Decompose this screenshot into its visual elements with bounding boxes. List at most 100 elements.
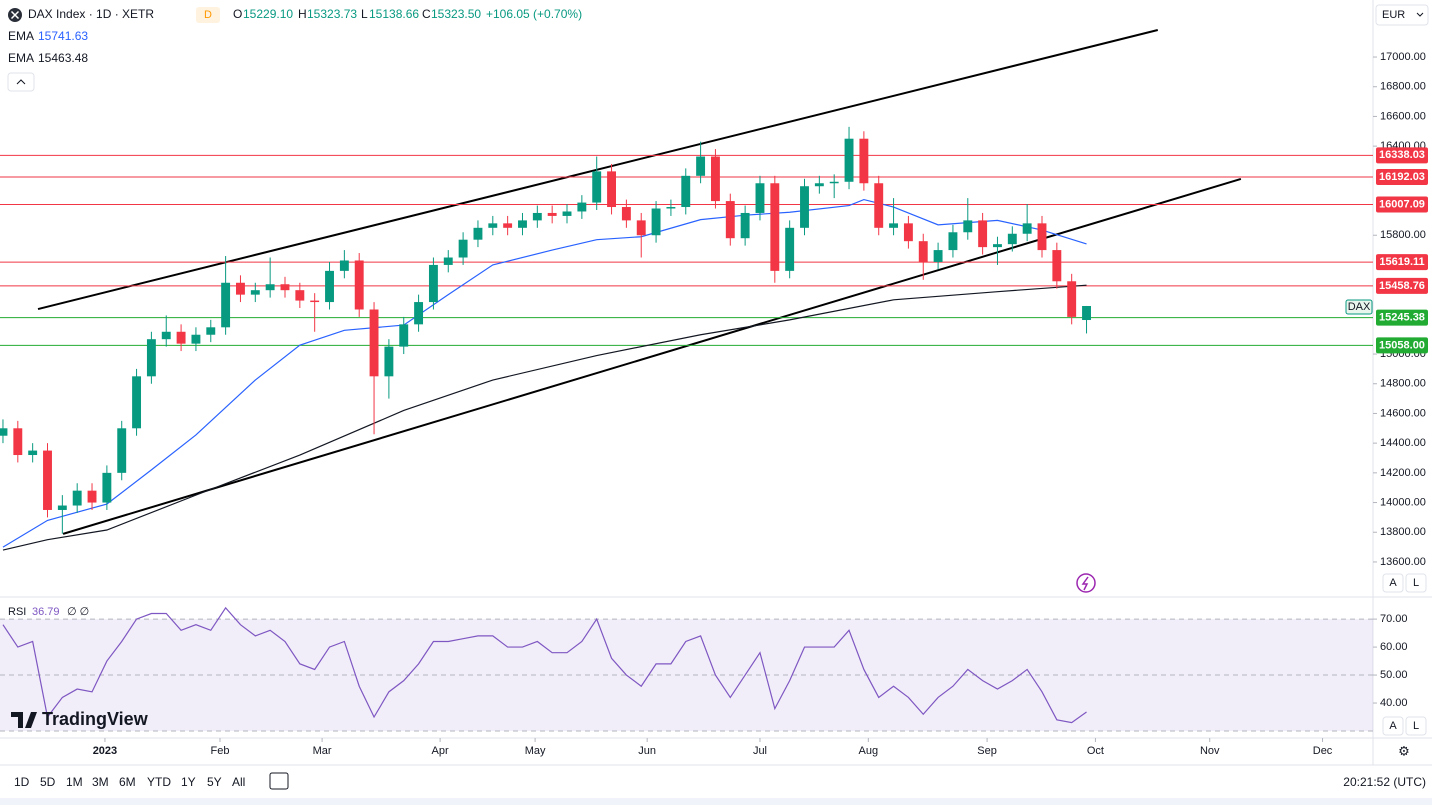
range-button[interactable]: All xyxy=(232,775,245,789)
symbol-title: DAX Index · 1D · XETR xyxy=(28,7,154,21)
candle-body xyxy=(146,339,156,377)
candle-body xyxy=(666,207,676,209)
candle-body xyxy=(1052,250,1062,282)
level-label: 15058.00 xyxy=(1379,339,1425,351)
collapse-button[interactable] xyxy=(7,72,35,92)
candle-body xyxy=(354,260,364,310)
x-tick-label: Apr xyxy=(432,745,449,757)
symbol-tag-label: DAX xyxy=(1348,301,1371,313)
y-tick-label: 14600.00 xyxy=(1380,407,1426,419)
candle-body xyxy=(859,138,869,184)
range-button[interactable]: 6M xyxy=(119,775,136,789)
candle-body xyxy=(978,220,988,248)
candle-body xyxy=(696,156,706,176)
line-series xyxy=(2,284,1087,551)
currency-label: EUR xyxy=(1382,9,1405,21)
range-button[interactable]: 5Y xyxy=(207,775,222,789)
candle-body xyxy=(963,220,973,233)
range-button[interactable]: 1Y xyxy=(181,775,196,789)
ema-legend-value: 15741.63 xyxy=(38,29,88,43)
y-tick-label: 13600.00 xyxy=(1380,556,1426,568)
y-tick-label: 15800.00 xyxy=(1380,229,1426,241)
date-range-icon[interactable] xyxy=(269,772,289,790)
candle-body xyxy=(43,450,52,510)
candle-body xyxy=(117,428,127,473)
y-tick-label: 14000.00 xyxy=(1380,496,1426,508)
log-scale-button[interactable] xyxy=(1405,573,1427,593)
currency-chevron xyxy=(1416,12,1424,17)
ohlc-value: 15138.66 xyxy=(369,7,419,21)
range-button[interactable]: 5D xyxy=(40,775,56,789)
candle-body xyxy=(592,171,602,203)
candle-body xyxy=(310,300,320,303)
candle-body xyxy=(443,257,453,265)
level-label: 16338.03 xyxy=(1379,149,1425,161)
level-tag xyxy=(1376,196,1428,213)
x-tick-label: Nov xyxy=(1200,745,1220,757)
candle-body xyxy=(918,241,928,262)
auto-scale-button[interactable] xyxy=(1382,573,1404,593)
event-icon[interactable] xyxy=(1076,573,1096,593)
level-label: 15245.38 xyxy=(1379,312,1425,324)
settings-icon[interactable]: ⚙ xyxy=(1398,743,1410,758)
candle-body xyxy=(265,284,275,291)
candle-body xyxy=(681,175,691,208)
ema-legend-value: 15463.48 xyxy=(38,51,88,65)
chevron-icon xyxy=(16,79,26,85)
candle-body xyxy=(0,428,8,436)
ohlc-value: 15229.10 xyxy=(243,7,293,21)
x-tick-label: Sep xyxy=(977,745,997,757)
auto-scale-label: A xyxy=(1389,577,1397,589)
candle-body xyxy=(532,212,542,221)
candle-body xyxy=(132,376,142,429)
candle-body xyxy=(325,270,334,303)
candle-body xyxy=(161,331,171,340)
level-tag xyxy=(1376,309,1428,326)
rsi-legend-extra: ∅ ∅ xyxy=(67,606,89,618)
x-tick-label: Feb xyxy=(210,745,229,757)
x-tick-label: Dec xyxy=(1313,745,1333,757)
log-scale-button[interactable] xyxy=(1405,716,1427,736)
candle-body xyxy=(236,282,245,295)
candle-body xyxy=(710,156,720,202)
level-tag xyxy=(1376,169,1428,186)
candle-body xyxy=(102,472,112,503)
candle-body xyxy=(57,505,67,510)
interval-badge xyxy=(196,7,220,23)
candle-body xyxy=(518,220,527,228)
auto-scale-button[interactable] xyxy=(1382,716,1404,736)
price-change: +106.05 (+0.70%) xyxy=(486,7,582,21)
candle-body xyxy=(28,450,38,456)
candle-body xyxy=(250,290,260,295)
interval-label: D xyxy=(204,9,212,21)
candle-body xyxy=(725,201,735,239)
ohlc-key: L xyxy=(361,7,368,21)
x-tick-label: Aug xyxy=(859,745,879,757)
candle-body xyxy=(1082,305,1091,321)
candle-body xyxy=(295,290,305,301)
auto-scale-label: A xyxy=(1389,720,1397,732)
candle-body xyxy=(889,223,899,228)
level-tag xyxy=(1376,337,1428,354)
range-button[interactable]: 3M xyxy=(92,775,109,789)
range-button[interactable]: YTD xyxy=(147,775,171,789)
candle-body xyxy=(191,334,201,344)
candle-body xyxy=(503,223,513,228)
candle-body xyxy=(993,244,1002,248)
candle-body xyxy=(13,428,23,456)
range-button[interactable]: 1M xyxy=(66,775,83,789)
logo-text: TradingView xyxy=(42,709,149,729)
candle-body xyxy=(1067,281,1077,317)
x-tick-label: Mar xyxy=(313,745,332,757)
candle-body xyxy=(1022,223,1032,234)
currency-button[interactable] xyxy=(1375,4,1429,26)
candle-body xyxy=(740,212,750,239)
candle-body xyxy=(770,183,780,271)
event-bolt xyxy=(1081,576,1089,591)
candle-body xyxy=(339,260,349,271)
candle-body xyxy=(651,208,661,236)
ohlc-key: O xyxy=(233,7,242,21)
candle-body xyxy=(206,327,216,335)
range-button[interactable]: 1D xyxy=(14,775,30,789)
